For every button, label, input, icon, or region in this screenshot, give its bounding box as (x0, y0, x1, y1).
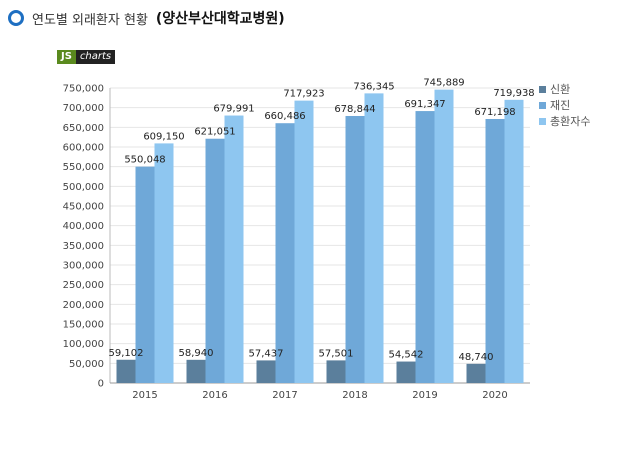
data-label: 609,150 (143, 131, 184, 142)
bar-신환 (466, 363, 486, 383)
bar-재진 (205, 138, 225, 383)
y-tick-label: 700,000 (63, 103, 104, 114)
legend-swatch (539, 118, 546, 125)
bar-신환 (396, 361, 416, 383)
data-label: 660,486 (264, 111, 305, 122)
bar-신환 (116, 359, 136, 383)
data-label: 678,844 (334, 104, 375, 115)
x-tick-label: 2016 (202, 390, 227, 401)
y-tick-label: 150,000 (63, 320, 104, 331)
data-label: 679,991 (213, 104, 254, 115)
jscharts-logo: JS charts (57, 50, 116, 64)
bar-총환자수 (154, 143, 174, 383)
y-tick-label: 600,000 (63, 143, 104, 154)
data-label: 736,345 (353, 81, 394, 92)
data-label: 59,102 (109, 348, 144, 359)
data-label: 58,940 (179, 348, 214, 359)
circle-bullet-icon (8, 10, 24, 26)
data-label: 745,889 (423, 78, 464, 89)
hospital-subtitle: (양산부산대학교병원) (155, 11, 285, 27)
x-tick-label: 2020 (482, 390, 507, 401)
legend-swatch (539, 102, 546, 109)
y-tick-label: 400,000 (63, 221, 104, 232)
bar-신환 (186, 359, 206, 383)
bar-총환자수 (294, 100, 314, 384)
bar-신환 (326, 360, 346, 383)
x-tick-label: 2018 (342, 390, 367, 401)
data-label: 54,542 (389, 350, 424, 361)
bar-총환자수 (364, 93, 384, 383)
y-tick-label: 550,000 (63, 162, 104, 173)
bar-재진 (415, 111, 435, 383)
bar-재진 (485, 118, 505, 383)
y-tick-label: 300,000 (63, 261, 104, 272)
bar-신환 (256, 360, 276, 383)
y-tick-label: 200,000 (63, 300, 104, 311)
data-label: 621,051 (194, 127, 235, 138)
y-tick-label: 0 (98, 379, 104, 390)
data-label: 57,437 (249, 348, 284, 359)
legend-label: 신환 (550, 83, 570, 96)
data-label: 717,923 (283, 89, 324, 100)
y-tick-label: 750,000 (63, 84, 104, 95)
legend-label: 재진 (550, 99, 570, 112)
bar-총환자수 (504, 99, 524, 383)
logo-charts: charts (75, 50, 116, 64)
bar-재진 (345, 115, 365, 383)
y-tick-label: 500,000 (63, 182, 104, 193)
legend-swatch (539, 86, 546, 93)
bar-총환자수 (224, 115, 244, 384)
data-label: 550,048 (124, 155, 165, 166)
bar-재진 (275, 123, 295, 384)
x-tick-label: 2015 (132, 390, 157, 401)
data-label: 671,198 (474, 107, 515, 118)
bar-총환자수 (434, 89, 454, 383)
logo-js: JS (57, 50, 76, 64)
legend-label: 총환자수 (550, 115, 590, 128)
data-label: 719,938 (493, 88, 534, 99)
y-tick-label: 450,000 (63, 202, 104, 213)
page-title: 연도별 외래환자 현황 (32, 12, 148, 28)
y-tick-label: 250,000 (63, 280, 104, 291)
data-label: 48,740 (459, 352, 494, 363)
data-label: 57,501 (319, 348, 354, 359)
y-tick-label: 50,000 (69, 359, 104, 370)
bar-재진 (135, 166, 155, 383)
y-tick-label: 350,000 (63, 241, 104, 252)
y-tick-label: 100,000 (63, 339, 104, 350)
y-tick-label: 650,000 (63, 123, 104, 134)
data-label: 691,347 (404, 99, 445, 110)
x-tick-label: 2019 (412, 390, 437, 401)
chart-header: 연도별 외래환자 현황 (양산부산대학교병원) (8, 8, 285, 28)
x-tick-label: 2017 (272, 390, 297, 401)
